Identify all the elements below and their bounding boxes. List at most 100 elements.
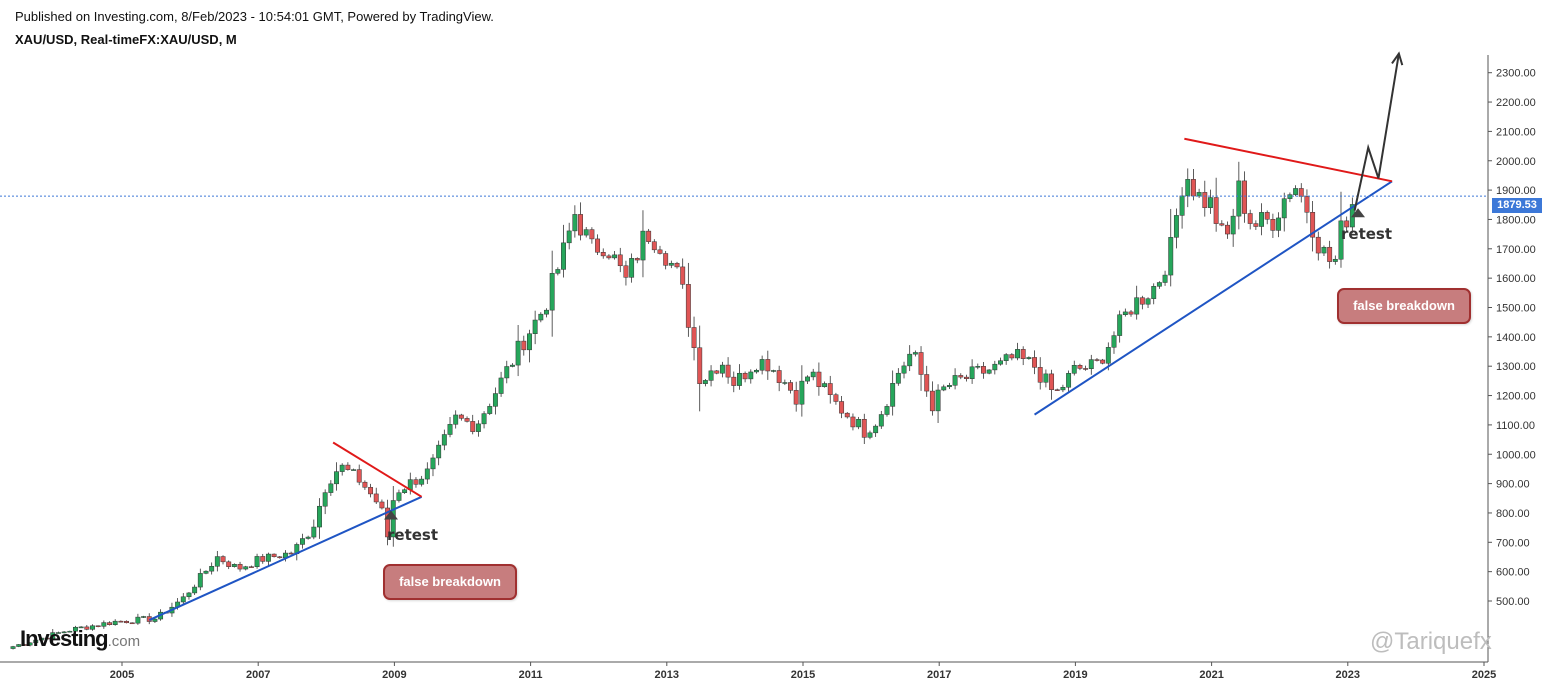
candle-up: [311, 526, 317, 538]
candle-up: [572, 214, 578, 232]
candle-down: [1315, 236, 1321, 254]
candle-up: [50, 632, 56, 639]
candle-up: [1321, 246, 1327, 254]
candle-down: [362, 481, 368, 488]
candle-up: [112, 620, 118, 625]
candle-down: [623, 265, 629, 278]
y-axis: 500.00 600.00 700.00 800.00 900.00 1000.00 110…: [1488, 68, 1536, 608]
candle-up: [805, 376, 810, 382]
candle-up: [736, 372, 742, 386]
candle-up: [396, 492, 402, 501]
candle-up: [810, 371, 816, 378]
candle-up: [430, 457, 436, 470]
candle-down: [929, 390, 935, 412]
candle-down: [260, 556, 266, 562]
candle-down: [368, 487, 374, 495]
x-tick-label: 2015: [791, 669, 815, 681]
candle-down: [385, 507, 391, 538]
candle-down: [742, 372, 748, 380]
candle-down: [731, 376, 737, 386]
candle-up: [544, 309, 549, 315]
retest-label: retest: [1341, 225, 1393, 243]
candle-down: [1077, 365, 1083, 369]
candle-up: [1293, 188, 1299, 195]
candle-down: [1094, 359, 1100, 361]
x-tick-label: 2007: [246, 669, 270, 681]
candle-down: [844, 412, 850, 418]
candle-up: [1230, 215, 1236, 235]
candle-down: [521, 340, 527, 351]
y-tick-label: 800.00: [1496, 508, 1530, 520]
retest-marker: [1351, 208, 1366, 218]
candle-down: [958, 375, 964, 378]
y-tick-label: 500.00: [1496, 596, 1530, 608]
x-tick-label: 2023: [1336, 669, 1360, 681]
candle-down: [237, 564, 243, 570]
candle-up: [424, 468, 430, 480]
candle-up: [254, 556, 260, 567]
candle-up: [895, 372, 901, 384]
candle-down: [84, 626, 90, 630]
candle-up: [1287, 194, 1293, 199]
candle-up: [515, 340, 521, 366]
candle-up: [453, 414, 459, 425]
candle-up: [334, 471, 339, 485]
candle-up: [986, 369, 992, 374]
candle-down: [1083, 368, 1089, 370]
candle-up: [498, 377, 504, 394]
candle-up: [38, 637, 44, 641]
candle-down: [827, 383, 833, 395]
candle-up: [998, 360, 1003, 365]
candle-down: [95, 625, 101, 627]
candle-up: [55, 632, 61, 634]
trendline-resistance-2020: [1184, 137, 1393, 183]
candle-down: [600, 252, 606, 257]
trendline-layer: [0, 51, 1488, 621]
y-tick-label: 2000.00: [1496, 156, 1536, 168]
candle-up: [78, 626, 84, 629]
candle-up: [509, 364, 515, 367]
candle-down: [646, 230, 652, 242]
candle-down: [850, 416, 856, 428]
candle-up: [1043, 373, 1049, 383]
candle-down: [1032, 357, 1037, 368]
candle-down: [725, 364, 731, 378]
y-tick-label: 2300.00: [1496, 68, 1536, 80]
candle-down: [651, 241, 657, 251]
candle-up: [1281, 198, 1287, 219]
candle-down: [1037, 367, 1043, 383]
candle-up: [231, 564, 237, 567]
candle-up: [759, 359, 765, 371]
y-tick-label: 1800.00: [1496, 214, 1536, 226]
candle-up: [436, 444, 442, 459]
candle-up: [640, 230, 646, 261]
candle-down: [356, 469, 362, 483]
candle-down: [765, 359, 771, 372]
y-tick-label: 1000.00: [1496, 449, 1536, 461]
x-tick-label: 2017: [927, 669, 951, 681]
candle-down: [617, 254, 623, 267]
candle-up: [1179, 195, 1185, 216]
candle-down: [1304, 196, 1310, 213]
candle-down: [1310, 212, 1316, 238]
y-tick-label: 1200.00: [1496, 391, 1536, 403]
candle-up: [1105, 347, 1111, 364]
y-tick-label: 2100.00: [1496, 126, 1536, 138]
candle-up: [209, 566, 215, 572]
retest-marker: [383, 510, 398, 520]
candle-up: [952, 375, 958, 386]
false-breakdown-callout: false breakdown: [383, 564, 517, 600]
candle-up: [1185, 179, 1191, 197]
candle-up: [1338, 220, 1344, 260]
candle-up: [969, 366, 975, 379]
candle-up: [782, 382, 788, 384]
symbol-title: XAU/USD, Real-timeFX:XAU/USD, M: [15, 32, 237, 47]
candle-down: [124, 620, 129, 624]
candle-up: [1276, 217, 1282, 231]
logo-suffix: .com: [107, 633, 141, 650]
candle-up: [867, 432, 873, 438]
candle-down: [1190, 179, 1196, 197]
false-breakdown-callout: false breakdown: [1337, 288, 1471, 324]
candle-up: [538, 313, 544, 321]
